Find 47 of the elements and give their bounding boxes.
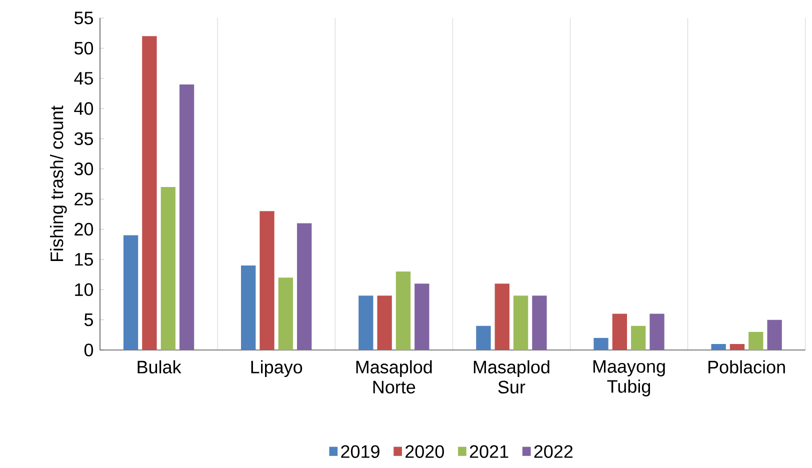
bar: [476, 326, 491, 350]
bar: [396, 272, 411, 350]
y-tick-label: 15: [75, 253, 93, 266]
bar: [711, 344, 726, 350]
y-tick-label: 10: [75, 283, 94, 296]
x-tick-label: Maayong Tubig: [593, 360, 665, 396]
bar: [532, 296, 547, 350]
y-tick-label: 5: [84, 314, 93, 326]
bar: [358, 296, 374, 350]
bar: [594, 338, 608, 350]
y-tick-label: 35: [74, 132, 93, 146]
bar: [494, 284, 510, 350]
legend-label: 2022: [534, 445, 573, 458]
y-tick-label: 45: [74, 72, 93, 85]
x-tick-label: Bulak: [138, 360, 182, 374]
bar: [123, 235, 138, 350]
y-axis-title: Fishing trash/ count: [50, 106, 67, 262]
y-tick-label: 20: [74, 222, 94, 236]
y-tick-label: 55: [74, 12, 93, 24]
bar: [278, 278, 294, 350]
legend-label: 2021: [470, 445, 508, 458]
bar: [297, 223, 312, 350]
bar: [377, 296, 392, 350]
y-tick-label: 40: [74, 102, 94, 115]
legend-label: 2020: [406, 445, 444, 458]
x-tick-label: Masaplod Norte: [356, 360, 432, 394]
bar: [142, 36, 157, 350]
bar: [767, 320, 782, 350]
bar: [260, 211, 274, 350]
y-tick-label: 25: [74, 192, 93, 206]
x-tick-label: Poblacion: [708, 360, 785, 374]
bar: [241, 265, 256, 350]
x-tick-label: Lipayo: [251, 360, 302, 378]
bar: [612, 314, 627, 350]
bar: [179, 84, 194, 350]
legend-label: 2019: [341, 445, 380, 458]
bar: [631, 326, 646, 350]
bar: [414, 284, 430, 350]
bar: [513, 296, 528, 350]
bar: [730, 344, 745, 350]
y-tick-label: 30: [74, 162, 94, 176]
y-tick-label: 0: [84, 344, 94, 356]
bar: [160, 187, 176, 350]
y-tick-label: 50: [74, 42, 94, 55]
bar: [748, 332, 764, 350]
x-tick-label: Masaplod Sur: [474, 360, 550, 394]
bar: [650, 314, 664, 350]
